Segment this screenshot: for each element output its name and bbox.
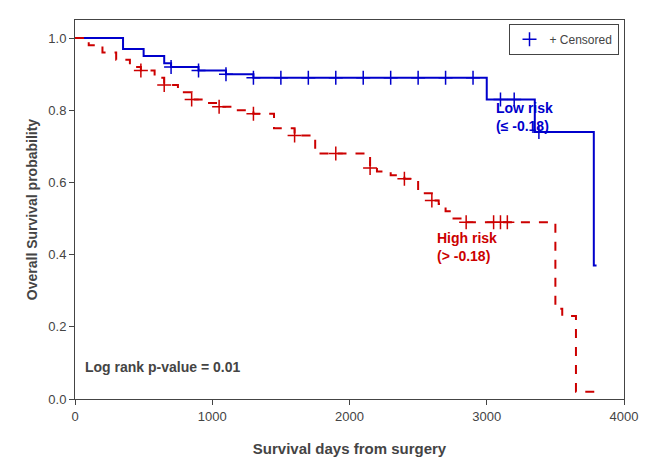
svg-text:0.0: 0.0 <box>48 392 66 407</box>
svg-text:Log rank p-value = 0.01: Log rank p-value = 0.01 <box>85 359 240 375</box>
svg-text:1.0: 1.0 <box>48 31 66 46</box>
svg-text:0.8: 0.8 <box>48 103 66 118</box>
svg-text:0: 0 <box>71 409 78 424</box>
svg-text:2000: 2000 <box>335 409 364 424</box>
svg-text:3000: 3000 <box>472 409 501 424</box>
svg-text:0.4: 0.4 <box>48 247 66 262</box>
svg-text:Survival days from surgery: Survival days from surgery <box>253 440 447 457</box>
svg-text:0.6: 0.6 <box>48 175 66 190</box>
svg-text:Low risk(≤ -0.18): Low risk(≤ -0.18) <box>496 100 553 134</box>
svg-text:0.2: 0.2 <box>48 319 66 334</box>
svg-text:+ Censored: + Censored <box>550 33 612 47</box>
svg-text:Overall Survival probability: Overall Survival probability <box>24 119 40 301</box>
svg-text:1000: 1000 <box>198 409 227 424</box>
svg-text:4000: 4000 <box>610 409 639 424</box>
svg-text:High risk(> -0.18): High risk(> -0.18) <box>437 230 497 264</box>
